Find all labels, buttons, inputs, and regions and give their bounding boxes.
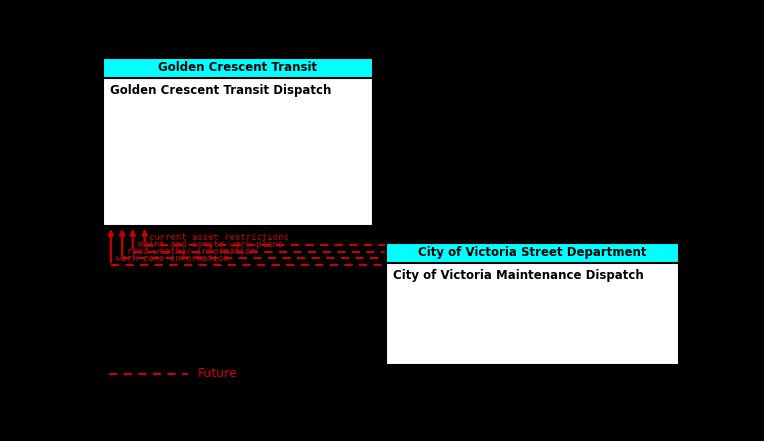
Text: Golden Crescent Transit: Golden Crescent Transit: [158, 61, 318, 75]
Text: Future: Future: [197, 367, 237, 380]
Bar: [386, 243, 678, 365]
Bar: [103, 58, 373, 226]
Text: City of Victoria Street Department: City of Victoria Street Department: [418, 247, 646, 259]
Text: City of Victoria Maintenance Dispatch: City of Victoria Maintenance Dispatch: [393, 269, 643, 282]
Text: work zone information: work zone information: [115, 254, 228, 263]
Text: road weather information: road weather information: [127, 247, 256, 256]
Bar: [386, 243, 678, 263]
Bar: [103, 58, 373, 78]
Text: current asset restrictions: current asset restrictions: [150, 233, 289, 243]
Text: maint and constr work plans: maint and constr work plans: [138, 240, 283, 249]
Text: Golden Crescent Transit Dispatch: Golden Crescent Transit Dispatch: [110, 84, 332, 97]
